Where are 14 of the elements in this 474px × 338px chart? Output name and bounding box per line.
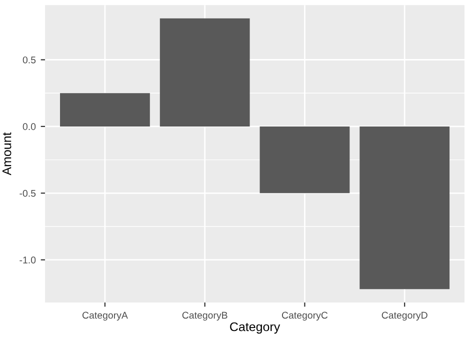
y-tick-label: 0.0 (22, 123, 36, 130)
y-tick-label: -0.5 (20, 190, 36, 197)
x-tick-label: CategoryB (182, 312, 228, 321)
x-axis-title: Category (230, 322, 280, 334)
y-tick-label: 0.5 (22, 56, 36, 64)
bar (160, 18, 250, 126)
x-tick-label: CategoryA (82, 312, 128, 321)
x-tick-label: CategoryC (282, 312, 328, 321)
bar (60, 93, 150, 126)
y-axis-title: Amount (2, 132, 12, 176)
bar (260, 126, 350, 194)
x-tick-label: CategoryD (382, 312, 428, 321)
bar (360, 126, 450, 290)
y-tick-label: -1.0 (20, 256, 36, 264)
